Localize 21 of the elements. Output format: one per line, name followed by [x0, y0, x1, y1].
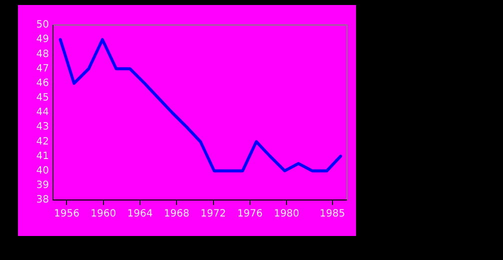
y-tick-label: 43 [36, 122, 49, 133]
y-tick-label: 42 [36, 136, 49, 148]
x-tick-label: 1968 [164, 208, 190, 220]
y-tick-label: 48 [36, 48, 49, 60]
y-tick-label: 49 [36, 34, 49, 46]
y-tick-label: 44 [36, 107, 49, 118]
y-tick-label: 40 [36, 165, 49, 176]
y-tick-label: 47 [36, 63, 49, 74]
x-tick-label: 1972 [200, 208, 226, 220]
y-tick-label: 46 [36, 78, 49, 89]
y-tick-label: 50 [36, 20, 49, 31]
y-tick-label: 45 [36, 92, 49, 104]
y-tick-label: 38 [36, 194, 49, 206]
x-tick-label: 1956 [54, 208, 80, 220]
x-tick-label: 1960 [90, 208, 116, 220]
x-tick-label: 1976 [237, 208, 263, 220]
y-tick-label: 41 [36, 150, 49, 162]
x-tick-label: 1980 [274, 208, 300, 220]
x-tick-label: 1964 [127, 208, 153, 220]
y-tick-label: 39 [36, 180, 49, 192]
x-tick-label: 1985 [320, 208, 346, 220]
